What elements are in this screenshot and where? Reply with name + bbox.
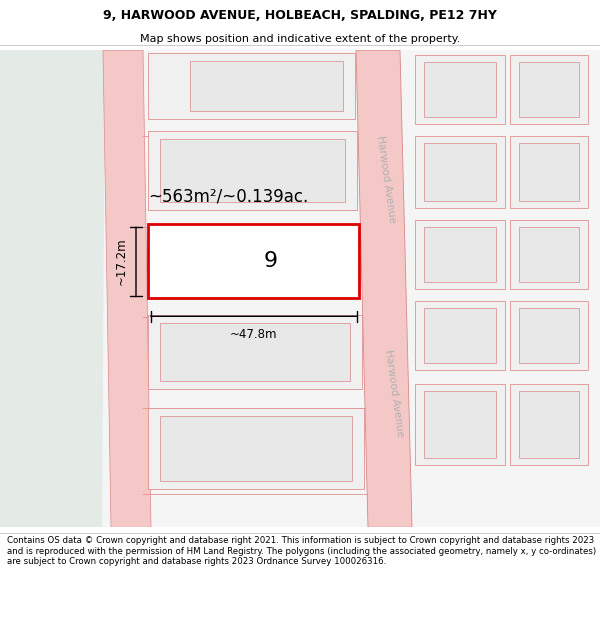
Bar [519, 227, 579, 282]
Text: ~563m²/~0.139ac.: ~563m²/~0.139ac. [148, 188, 308, 206]
Text: Harwood Avenue: Harwood Avenue [383, 349, 405, 438]
Text: ~17.2m: ~17.2m [115, 238, 128, 285]
Bar [424, 62, 496, 117]
Bar [160, 323, 350, 381]
Polygon shape [356, 50, 412, 528]
Bar [148, 315, 362, 389]
Bar [519, 391, 579, 458]
Bar [519, 308, 579, 363]
Bar [415, 301, 505, 370]
Bar [415, 136, 505, 208]
Polygon shape [0, 50, 105, 528]
Bar [148, 224, 359, 298]
Bar [160, 232, 347, 290]
Text: 9, HARWOOD AVENUE, HOLBEACH, SPALDING, PE12 7HY: 9, HARWOOD AVENUE, HOLBEACH, SPALDING, P… [103, 9, 497, 22]
Bar [424, 391, 496, 458]
Bar [415, 384, 505, 465]
Bar [510, 219, 588, 289]
Bar [519, 62, 579, 117]
Text: Map shows position and indicative extent of the property.: Map shows position and indicative extent… [140, 34, 460, 44]
Bar [190, 61, 343, 111]
Bar [510, 384, 588, 465]
Polygon shape [103, 50, 151, 528]
Bar [160, 416, 352, 481]
Bar [510, 136, 588, 208]
Bar [424, 308, 496, 363]
Bar [415, 219, 505, 289]
Text: ~47.8m: ~47.8m [230, 328, 277, 341]
Text: 9: 9 [263, 251, 278, 271]
Bar [148, 224, 359, 298]
Bar [424, 227, 496, 282]
Bar [415, 55, 505, 124]
Bar [510, 301, 588, 370]
Bar [148, 131, 357, 210]
Text: Harwood Avenue: Harwood Avenue [375, 134, 397, 223]
Bar [424, 143, 496, 201]
Bar [519, 143, 579, 201]
Bar [160, 139, 345, 202]
Bar [148, 408, 364, 489]
Text: Contains OS data © Crown copyright and database right 2021. This information is : Contains OS data © Crown copyright and d… [7, 536, 596, 566]
Bar [148, 52, 355, 119]
Bar [510, 55, 588, 124]
